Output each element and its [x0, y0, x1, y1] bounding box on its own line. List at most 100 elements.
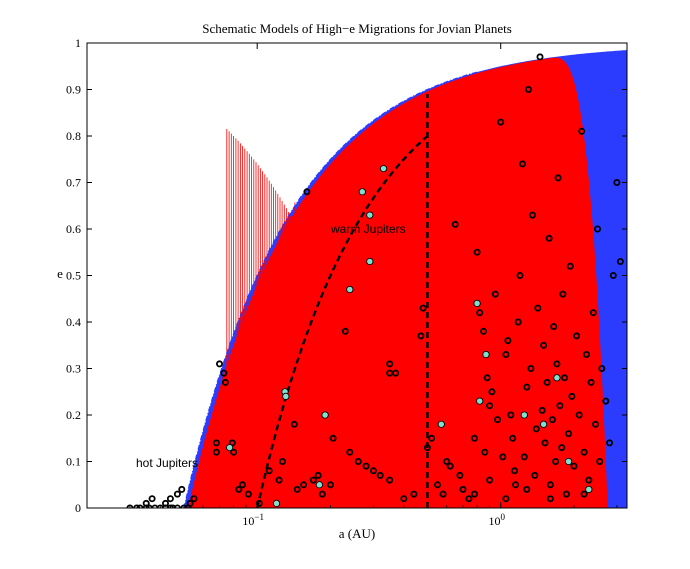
black-point-57 — [419, 304, 427, 312]
cyan-point-9 — [379, 164, 388, 173]
annotation-hot-jupiters: hot Jupiters — [136, 456, 198, 470]
black-point-60 — [433, 481, 441, 489]
black-point-84 — [514, 318, 522, 326]
black-point-128 — [602, 397, 610, 405]
black-point-29 — [238, 481, 246, 489]
black-point-17 — [173, 490, 181, 498]
black-point-30 — [244, 490, 252, 498]
black-point-67 — [465, 495, 473, 503]
black-point-133 — [512, 481, 520, 489]
black-point-123 — [589, 309, 597, 317]
black-point-107 — [556, 402, 564, 410]
black-point-81 — [507, 411, 515, 419]
annotation-warm-jupiters: warm Jupiters — [330, 222, 406, 236]
black-point-49 — [376, 471, 384, 479]
y-tick-label-0: 0 — [75, 501, 81, 515]
cyan-point-8 — [366, 257, 374, 266]
black-point-131 — [613, 178, 621, 186]
x-tick-label-1: 100 — [488, 512, 505, 528]
black-point-122 — [587, 378, 595, 386]
black-point-58 — [423, 444, 431, 452]
black-point-23 — [215, 360, 223, 368]
axis-ticks: 0 0.1 0.2 0.3 0.4 0.5 0.6 0.7 0.8 0.9 1 10−1 100 — [66, 36, 627, 528]
black-point-19 — [186, 499, 194, 507]
black-point-91 — [529, 211, 537, 219]
black-point-40 — [314, 471, 322, 479]
black-point-63 — [446, 462, 454, 470]
black-point-37 — [300, 481, 308, 489]
black-point-83 — [511, 467, 519, 475]
black-point-100 — [545, 234, 553, 242]
black-point-46 — [354, 457, 362, 465]
black-point-114 — [568, 392, 576, 400]
cyan-point-18 — [585, 485, 593, 494]
black-point-130 — [609, 271, 617, 279]
black-point-48 — [369, 467, 377, 475]
black-point-14 — [148, 495, 156, 503]
black-point-21 — [212, 439, 220, 447]
black-point-119 — [580, 448, 588, 456]
black-point-108 — [558, 444, 566, 452]
black-point-96 — [538, 406, 546, 414]
black-point-71 — [479, 327, 487, 335]
black-point-121 — [585, 476, 593, 484]
black-point-120 — [583, 350, 591, 358]
black-point-51 — [386, 360, 394, 368]
black-point-53 — [392, 369, 400, 377]
black-point-86 — [519, 160, 527, 168]
y-tick-label-10: 1 — [75, 36, 81, 50]
black-point-13 — [142, 499, 150, 507]
black-point-129 — [606, 439, 614, 447]
black-point-24 — [220, 369, 228, 377]
black-point-117 — [575, 411, 583, 419]
black-point-102 — [548, 416, 556, 424]
blue-dashdot-envelope — [183, 71, 478, 508]
black-point-136 — [580, 490, 588, 498]
red-envelope-region — [188, 57, 608, 508]
black-point-126 — [596, 457, 604, 465]
y-tick-label-7: 0.7 — [66, 176, 81, 190]
black-point-22 — [212, 448, 220, 456]
black-point-77 — [497, 118, 505, 126]
black-point-99 — [543, 378, 551, 386]
chart-title: Schematic Models of High−e Migrations fo… — [202, 21, 512, 36]
y-tick-label-8: 0.8 — [66, 129, 81, 143]
black-point-109 — [559, 290, 567, 298]
cyan-point-3 — [315, 481, 324, 489]
black-point-54 — [400, 495, 408, 503]
black-point-27 — [230, 448, 238, 456]
black-point-28 — [235, 485, 243, 493]
black-point-78 — [499, 453, 507, 461]
black-point-88 — [523, 383, 531, 391]
black-point-70 — [476, 309, 484, 317]
black-point-42 — [326, 481, 334, 489]
black-point-87 — [520, 453, 528, 461]
black-point-97 — [540, 341, 548, 349]
black-point-105 — [553, 360, 561, 368]
cyan-point-16 — [476, 397, 484, 405]
black-point-93 — [532, 425, 540, 433]
black-point-94 — [534, 304, 542, 312]
plot-area — [126, 50, 627, 508]
black-point-61 — [439, 490, 447, 498]
black-point-89 — [525, 86, 533, 94]
cyan-point-17 — [553, 374, 561, 382]
black-point-15 — [161, 499, 169, 507]
cyan-point-14 — [520, 411, 528, 419]
cyan-point-13 — [482, 350, 490, 359]
black-point-47 — [362, 462, 370, 470]
black-point-98 — [541, 439, 549, 447]
black-point-73 — [486, 402, 494, 410]
black-point-18 — [178, 485, 186, 493]
cyan-point-6 — [358, 188, 366, 196]
y-tick-label-5: 0.5 — [66, 269, 81, 283]
cyan-point-11 — [437, 420, 445, 428]
black-point-134 — [523, 485, 531, 493]
black-point-82 — [509, 434, 517, 442]
scalloped-edge — [193, 210, 297, 508]
cyan-point-0 — [225, 443, 234, 452]
x-axis-label: a (AU) — [339, 526, 375, 541]
black-point-103 — [550, 323, 558, 331]
black-point-127 — [598, 364, 606, 372]
